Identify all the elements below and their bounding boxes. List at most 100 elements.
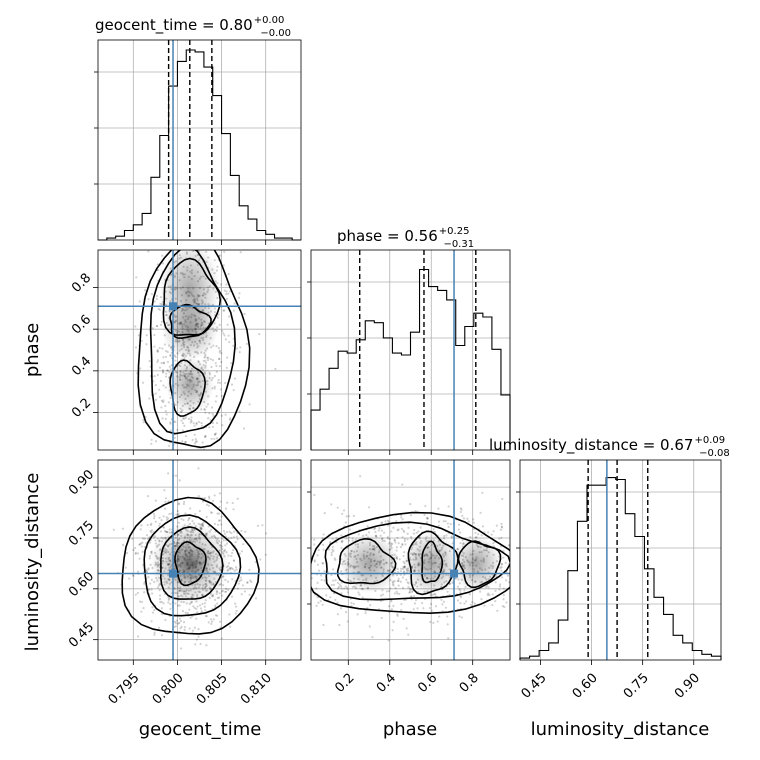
sample-point xyxy=(171,244,173,246)
sample-point xyxy=(320,578,323,581)
sample-point xyxy=(205,405,208,408)
sample-point xyxy=(141,550,144,553)
sample-point xyxy=(140,545,143,548)
sample-point xyxy=(191,438,194,442)
sample-point xyxy=(228,315,231,318)
sample-point xyxy=(450,536,454,539)
sample-point xyxy=(215,437,219,440)
sample-point xyxy=(189,507,192,510)
sample-point xyxy=(220,414,223,417)
sample-point xyxy=(205,503,209,506)
sample-point xyxy=(258,333,261,336)
contour-0.5sigma xyxy=(174,540,207,587)
sample-point xyxy=(153,514,156,518)
sample-point xyxy=(184,417,187,420)
sample-point xyxy=(169,353,172,357)
sample-point xyxy=(532,606,534,608)
sample-point xyxy=(274,560,276,562)
sample-point xyxy=(227,481,229,483)
sample-point xyxy=(169,607,172,611)
sample-point xyxy=(182,518,185,522)
panel-frame xyxy=(97,459,302,661)
sample-point xyxy=(202,521,205,524)
sample-point xyxy=(218,505,221,508)
sample-point xyxy=(234,612,237,615)
sample-point xyxy=(174,474,178,477)
sample-point xyxy=(402,617,405,620)
sample-point xyxy=(234,541,237,544)
sample-point xyxy=(298,566,300,568)
x-tick-label: 0.60 xyxy=(570,671,601,702)
sample-point xyxy=(512,564,514,566)
sample-point xyxy=(226,356,229,359)
sample-point xyxy=(147,250,150,253)
sample-point xyxy=(456,585,460,588)
sample-point xyxy=(195,607,198,611)
sample-point xyxy=(137,635,140,638)
sample-point xyxy=(311,576,313,580)
sample-point xyxy=(169,421,172,424)
sample-point xyxy=(217,596,221,599)
sample-point xyxy=(227,292,230,295)
sample-point xyxy=(121,543,125,547)
sample-point xyxy=(219,381,222,385)
sample-point xyxy=(235,566,238,569)
sample-point xyxy=(142,421,145,424)
sample-point xyxy=(380,521,383,525)
sample-point xyxy=(331,568,335,571)
sample-point xyxy=(585,599,587,601)
sample-point xyxy=(192,605,195,608)
sample-point xyxy=(390,608,393,611)
density-distance-vs-geocent-time xyxy=(97,459,302,661)
sample-point xyxy=(218,357,221,361)
sample-point xyxy=(242,543,245,546)
panel-frame xyxy=(519,459,722,661)
sample-point xyxy=(215,345,218,348)
sample-point xyxy=(190,469,192,471)
sample-point xyxy=(173,625,176,629)
sample-point xyxy=(209,358,212,361)
sample-point xyxy=(410,590,413,594)
sample-point xyxy=(203,206,205,208)
xlabel-luminosity-distance: luminosity_distance xyxy=(531,719,710,740)
sample-point xyxy=(232,535,235,539)
sample-point xyxy=(228,530,231,533)
sample-point xyxy=(154,440,158,443)
sample-point xyxy=(457,528,460,531)
sample-point xyxy=(398,558,401,561)
sample-point xyxy=(473,602,476,605)
sample-point xyxy=(446,590,449,593)
sample-point xyxy=(193,242,195,244)
sample-point xyxy=(502,594,505,597)
sample-point xyxy=(159,379,162,383)
sample-point xyxy=(301,571,303,573)
sample-point xyxy=(336,581,340,584)
sample-point xyxy=(361,596,364,599)
sample-point xyxy=(301,536,303,538)
sample-point xyxy=(216,316,220,319)
sample-point xyxy=(356,613,359,616)
sample-point xyxy=(332,579,335,582)
sample-point xyxy=(342,509,346,512)
sample-point xyxy=(374,527,377,530)
sample-point xyxy=(239,251,242,254)
sample-point xyxy=(341,512,344,515)
histogram-luminosity-distance xyxy=(519,459,722,661)
sample-point xyxy=(295,561,297,563)
sample-point xyxy=(335,536,338,540)
sample-point xyxy=(193,626,197,629)
sample-point xyxy=(275,584,277,586)
sample-point xyxy=(566,553,568,555)
sample-point xyxy=(199,464,201,466)
sample-point xyxy=(158,366,162,369)
sample-point xyxy=(237,582,240,585)
sample-point xyxy=(500,526,504,529)
sample-point xyxy=(208,497,211,500)
sample-point xyxy=(332,583,336,586)
sample-point xyxy=(466,517,469,520)
sample-point xyxy=(459,507,463,510)
sample-point xyxy=(242,427,246,430)
sample-point xyxy=(169,603,172,606)
sample-point xyxy=(180,647,183,650)
sample-point xyxy=(158,395,161,398)
